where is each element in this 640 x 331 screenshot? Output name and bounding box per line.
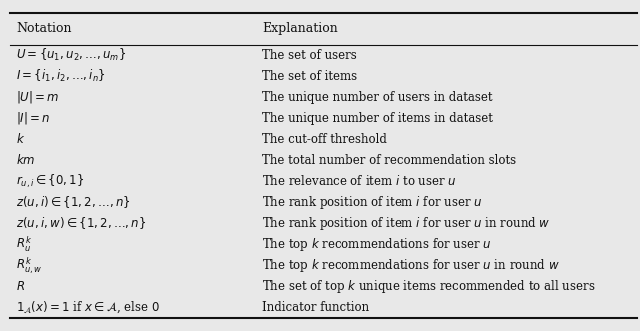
- Text: $|I| = n$: $|I| = n$: [16, 110, 51, 126]
- Text: $km$: $km$: [16, 153, 35, 167]
- Text: The cut-off threshold: The cut-off threshold: [262, 133, 387, 146]
- Text: The top $k$ recommendations for user $u$: The top $k$ recommendations for user $u$: [262, 236, 492, 253]
- Text: The set of top $k$ unique items recommended to all users: The set of top $k$ unique items recommen…: [262, 278, 596, 295]
- Text: $I = \{i_1, i_2, \ldots, i_n\}$: $I = \{i_1, i_2, \ldots, i_n\}$: [16, 68, 106, 84]
- Text: The total number of recommendation slots: The total number of recommendation slots: [262, 154, 516, 167]
- Text: $r_{u,i} \in \{0, 1\}$: $r_{u,i} \in \{0, 1\}$: [16, 172, 84, 190]
- Text: Indicator function: Indicator function: [262, 301, 369, 314]
- Text: The relevance of item $i$ to user $u$: The relevance of item $i$ to user $u$: [262, 174, 457, 188]
- Text: $R$: $R$: [16, 280, 25, 293]
- Text: $|U| = m$: $|U| = m$: [16, 89, 60, 105]
- Text: Notation: Notation: [16, 23, 72, 35]
- Text: The set of users: The set of users: [262, 49, 357, 62]
- Text: The rank position of item $i$ for user $u$: The rank position of item $i$ for user $…: [262, 194, 483, 211]
- Text: The rank position of item $i$ for user $u$ in round $w$: The rank position of item $i$ for user $…: [262, 215, 551, 232]
- Text: The unique number of items in dataset: The unique number of items in dataset: [262, 112, 493, 125]
- Text: $U = \{u_1, u_2, \ldots, u_m\}$: $U = \{u_1, u_2, \ldots, u_m\}$: [16, 47, 126, 63]
- Text: The unique number of users in dataset: The unique number of users in dataset: [262, 91, 493, 104]
- Text: The set of items: The set of items: [262, 70, 358, 83]
- Text: $1_{\mathcal{A}}(x) = 1$ if $x \in \mathcal{A}$, else $0$: $1_{\mathcal{A}}(x) = 1$ if $x \in \math…: [16, 300, 160, 315]
- Text: $z(u, i) \in \{1, 2, \ldots, n\}$: $z(u, i) \in \{1, 2, \ldots, n\}$: [16, 194, 131, 210]
- Text: $R_u^k$: $R_u^k$: [16, 235, 32, 254]
- Text: $R_{u,w}^k$: $R_{u,w}^k$: [16, 255, 42, 276]
- Text: Explanation: Explanation: [262, 23, 338, 35]
- Text: The top $k$ recommendations for user $u$ in round $w$: The top $k$ recommendations for user $u$…: [262, 257, 560, 274]
- Text: $z(u, i, w) \in \{1, 2, \ldots, n\}$: $z(u, i, w) \in \{1, 2, \ldots, n\}$: [16, 215, 147, 231]
- Text: $k$: $k$: [16, 132, 25, 146]
